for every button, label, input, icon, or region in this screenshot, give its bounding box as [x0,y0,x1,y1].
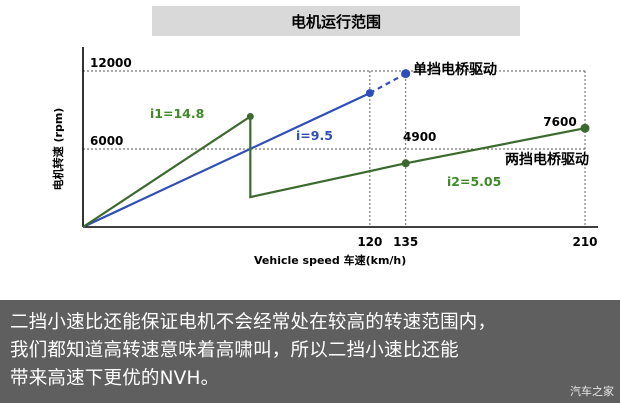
two-gear-point-210 [580,123,590,133]
caption-line-1: 二挡小速比还能保证电机不会经常处在较高的转速范围内， [10,312,497,333]
single-gear-line [82,92,371,228]
watermark: 汽车之家 [570,385,614,398]
chart-title: 电机运行范围 [152,6,520,36]
two-gear-name: 两挡电桥驱动 [505,151,589,168]
caption-line-3: 带来高速下更优的NVH。 [10,368,220,389]
x-tick-label-210: 210 [572,235,597,249]
value-label-7600: 7600 [543,115,576,129]
single-gear-dashed-line [369,72,407,95]
labels-layer: 6000 12000 120 135 210 Vehicle speed 车速(km/h)… [51,56,598,267]
caption-panel: 二挡小速比还能保证电机不会经常处在较高的转速范围内， 我们都知道高转速意味着高啸… [0,300,620,403]
reference-gridlines [83,70,586,227]
y-tick-label-12000: 12000 [90,56,132,70]
value-label-4900: 4900 [403,130,436,144]
ratio-label-i1: i1=14.8 [150,106,204,121]
single-gear-point-135 [401,69,411,79]
two-gear-point-135 [401,159,410,168]
y-axis-label: 电机转速 (rpm) [51,108,65,191]
y-tick-label-6000: 6000 [90,134,123,148]
chart-axes [82,47,598,228]
single-gear-name: 单挡电桥驱动 [413,61,497,78]
single-gear-point-120 [365,89,374,98]
two-gear-point-shift [246,113,254,120]
two-gear-line [82,114,586,228]
caption-line-2: 我们都知道高转速意味着高啸叫，所以二挡小速比还能 [10,340,459,361]
series-layer [82,69,590,228]
x-tick-label-135: 135 [393,235,418,249]
x-axis-label: Vehicle speed 车速(km/h) [254,253,406,267]
ratio-label-i2: i2=5.05 [447,174,501,189]
ratio-label-i: i=9.5 [296,128,333,143]
x-tick-label-120: 120 [357,235,382,249]
